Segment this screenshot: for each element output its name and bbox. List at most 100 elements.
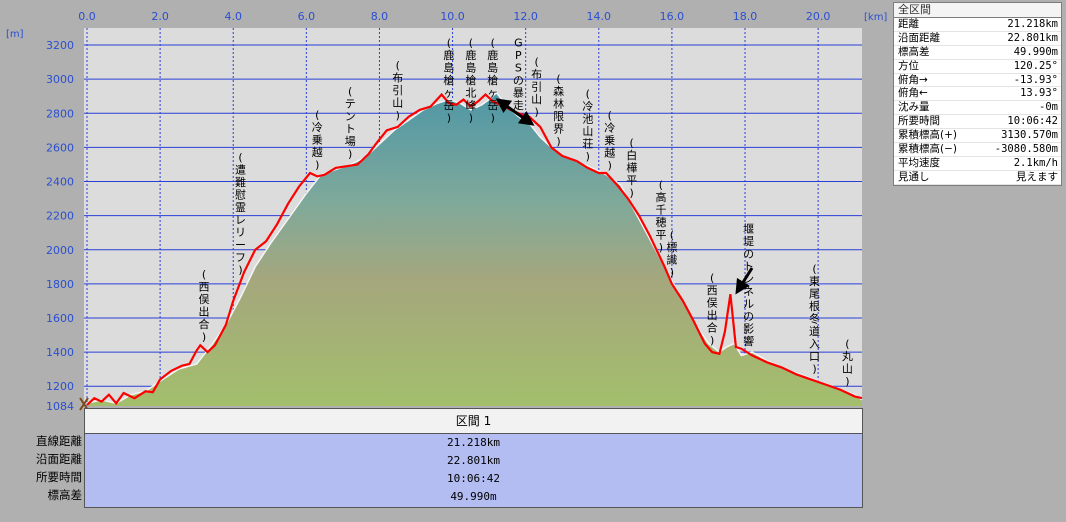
x-tick-label: 6.0 <box>298 10 316 23</box>
stats-value: 22.801km <box>1007 31 1058 44</box>
stats-row: 俯角← 13.93° <box>894 87 1061 102</box>
stats-key: 沈み量 <box>898 101 930 114</box>
annotation-label: (西俣出合) <box>198 268 209 344</box>
annotation-label: (東尾根冬道入口) <box>809 263 820 376</box>
annotation-label: (高千穂平) <box>655 179 666 255</box>
annotation-label: (鹿島槍ヶ岳) <box>443 37 454 125</box>
annotation-label: (西俣出合) <box>707 272 718 348</box>
stats-key: 標高差 <box>898 45 930 58</box>
y-tick-label: 2400 <box>46 176 74 189</box>
annotation-label: (冷乗越) <box>604 109 615 172</box>
y-unit-label: [m] <box>6 29 24 40</box>
stats-panel-title: 全区間 <box>894 3 1061 18</box>
y-tick-label: 1200 <box>46 380 74 393</box>
stats-row: 距離 21.218km <box>894 18 1061 32</box>
section-row-labels: 直線距離 沿面距離 所要時間 標高差 <box>0 432 82 504</box>
annotation-label: (冷池山荘) <box>582 87 593 162</box>
stats-key: 沿面距離 <box>898 31 940 44</box>
section-header[interactable]: 区間 1 <box>85 409 862 434</box>
stats-value: -0m <box>1039 101 1058 114</box>
stats-row: 平均速度 2.1km/h <box>894 157 1061 171</box>
stats-key: 俯角← <box>898 87 928 100</box>
x-tick-label: 8.0 <box>371 10 389 23</box>
x-tick-label: 4.0 <box>224 10 242 23</box>
x-axis-ticks: 0.0 2.0 4.0 6.0 8.0 10.0 12.0 14.0 16.0 18.0 20.0 <box>78 10 830 23</box>
stats-row: 見通し 見えます <box>894 171 1061 185</box>
annotation-label: 堰堤のトンネルの影響 <box>743 223 754 349</box>
x-tick-label: 10.0 <box>440 10 465 23</box>
stats-row: 俯角→ -13.93° <box>894 74 1061 88</box>
annotation-label: (鹿島槍北峰) <box>465 37 476 125</box>
x-tick-label: 20.0 <box>806 10 831 23</box>
x-tick-label: 12.0 <box>513 10 538 23</box>
stats-value: 2.1km/h <box>1013 156 1058 169</box>
stats-key: 見通し <box>898 170 930 183</box>
stats-row: 累積標高(−) -3080.580m <box>894 143 1061 157</box>
x-tick-label: 2.0 <box>151 10 169 23</box>
tunnel-effect-arrow <box>735 267 754 295</box>
y-tick-label: 1800 <box>46 278 74 291</box>
x-tick-label: 0.0 <box>78 10 96 23</box>
stats-value: 49.990m <box>1013 45 1058 58</box>
stats-value: -3080.580m <box>994 143 1058 156</box>
stats-row: 所要時間 10:06:42 <box>894 115 1061 130</box>
peak-annotations: (西俣出合) (遭難慰霊レリーフ) (冷乗越) (テント場) (布引山) (鹿島槍ヶ岳) (… <box>198 37 852 389</box>
stats-key: 距離 <box>898 18 919 30</box>
stats-key: 所要時間 <box>898 115 940 128</box>
stats-key: 平均速度 <box>898 156 940 169</box>
stats-value: 13.93° <box>1020 87 1058 100</box>
stats-key: 方位 <box>898 59 919 72</box>
stats-value: -13.93° <box>1013 73 1058 86</box>
stats-row: 沈み量 -0m <box>894 101 1061 116</box>
annotation-label: (冷乗越) <box>312 108 323 171</box>
y-tick-label: 3000 <box>46 73 74 86</box>
gps-runaway-arrow <box>495 98 535 126</box>
x-unit-label: [km] <box>864 12 887 23</box>
stats-key: 俯角→ <box>898 73 928 86</box>
stats-key: 累積標高(+) <box>898 129 957 142</box>
section-label: 直線距離 <box>36 434 82 448</box>
stats-value: 120.25° <box>1013 59 1058 72</box>
y-tick-label: 3200 <box>46 39 74 52</box>
y-axis-ticks: 1084 1200 1400 1600 1800 2000 2200 2400 2600 2800… <box>46 39 74 413</box>
annotation-label: (遭難慰霊レリーフ) <box>235 151 246 277</box>
stats-row: 累積標高(+) 3130.570m <box>894 129 1061 144</box>
x-tick-label: 18.0 <box>733 10 758 23</box>
stats-row: 標高差 49.990m <box>894 46 1061 60</box>
section-value: 10:06:42 <box>447 472 500 485</box>
annotation-label: (布引山) <box>392 59 403 122</box>
y-tick-label: 2200 <box>46 210 74 223</box>
terrain-area <box>87 92 862 407</box>
y-tick-label: 2000 <box>46 244 74 257</box>
section-table: 区間 1 21.218km 22.801km 10:06:42 49.990m <box>84 408 863 508</box>
stats-key: 累積標高(−) <box>898 143 957 156</box>
annotation-label: (白樺平) <box>626 136 637 199</box>
annotation-label: G P S の暴走 <box>513 37 524 113</box>
annotation-label: (テント場) <box>345 85 356 160</box>
section-label: 標高差 <box>47 488 83 502</box>
annotation-label: (標識) <box>666 228 677 279</box>
section-label: 所要時間 <box>36 470 82 484</box>
annotation-label: (鹿島槍ヶ岳) <box>487 37 498 125</box>
y-tick-label: 1400 <box>46 346 74 359</box>
terrain-edge <box>86 91 863 405</box>
annotation-label: (布引山) <box>531 56 542 119</box>
stats-row: 方位 120.25° <box>894 60 1061 74</box>
section-value: 22.801km <box>447 454 500 467</box>
x-tick-label: 16.0 <box>660 10 685 23</box>
y-tick-label: 2800 <box>46 107 74 120</box>
stats-value: 3130.570m <box>1001 129 1058 142</box>
y-tick-label: 1600 <box>46 312 74 325</box>
y-tick-label: 2600 <box>46 141 74 154</box>
section-label: 沿面距離 <box>36 452 82 466</box>
stats-panel: 全区間 距離 21.218km 沿面距離 22.801km 標高差 49.990m 方位 12… <box>893 2 1062 186</box>
y-tick-label: 1084 <box>46 400 74 413</box>
stats-value: 21.218km <box>1007 18 1058 30</box>
annotation-label: (森林限界) <box>553 73 564 149</box>
annotation-label: (丸山) <box>842 338 853 389</box>
stats-value: 10:06:42 <box>1007 115 1058 128</box>
section-value: 21.218km <box>447 436 500 449</box>
x-tick-label: 14.0 <box>587 10 612 23</box>
stats-value: 見えます <box>1016 170 1058 183</box>
